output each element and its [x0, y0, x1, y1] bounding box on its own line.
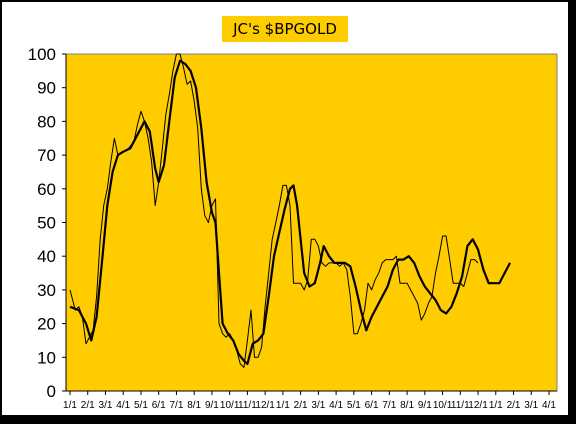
x-tick-label: 4/1 [329, 400, 343, 411]
x-tick-label: 11/1 [451, 400, 470, 411]
x-tick-label: 12/1 [255, 400, 275, 411]
y-tick-label: 60 [37, 180, 56, 199]
series-line-raw [69, 53, 479, 368]
x-tick-label: 10/1 [220, 400, 240, 411]
x-tick-label: 11/1 [238, 400, 257, 411]
x-tick-label: 8/1 [400, 400, 414, 411]
x-tick-label: 3/1 [311, 400, 325, 411]
y-tick-label: 50 [37, 214, 56, 233]
x-tick-label: 1/1 [489, 400, 503, 411]
x-tick-label: 1/1 [276, 400, 290, 411]
x-tick-label: 12/1 [468, 400, 488, 411]
plot-area [65, 53, 558, 392]
series-group [69, 53, 511, 368]
y-tick-label: 0 [47, 382, 56, 401]
chart-title: JC's $BPGOLD [222, 16, 348, 42]
x-tick-label: 6/1 [152, 400, 166, 411]
y-tick-label: 20 [37, 315, 56, 334]
x-tick-label: 2/1 [294, 400, 308, 411]
x-tick-label: 10/1 [433, 400, 453, 411]
x-tick-label: 1/1 [63, 400, 77, 411]
y-tick-label: 70 [37, 146, 56, 165]
x-tick-label: 4/1 [542, 400, 556, 411]
x-axis: 1/1 2/1 3/1 4/1 5/1 6/1 7/1 8/1 9/1 10/111/112/1 1… [63, 390, 557, 411]
y-tick-label: 90 [37, 79, 56, 98]
y-tick-label: 10 [37, 348, 56, 367]
x-tick-label: 4/1 [116, 400, 130, 411]
x-tick-label: 6/1 [365, 400, 379, 411]
x-tick-label: 2/1 [507, 400, 521, 411]
series-line-smoothed [69, 59, 511, 366]
y-tick-label: 80 [37, 112, 56, 131]
x-tick-label: 9/1 [205, 400, 219, 411]
y-tick-label: 30 [37, 281, 56, 300]
x-tick-label: 5/1 [134, 400, 148, 411]
y-axis: 0 10 20 30 40 50 60 70 80 90 100 [28, 45, 67, 401]
y-tick-label: 40 [37, 247, 56, 266]
x-tick-label: 5/1 [347, 400, 361, 411]
x-tick-label: 9/1 [418, 400, 432, 411]
x-tick-label: 7/1 [169, 400, 183, 411]
y-tick-label: 100 [28, 45, 56, 64]
x-tick-label: 3/1 [524, 400, 538, 411]
x-tick-label: 3/1 [99, 400, 113, 411]
x-tick-label: 7/1 [382, 400, 396, 411]
x-tick-label: 2/1 [81, 400, 95, 411]
x-tick-label: 8/1 [187, 400, 201, 411]
